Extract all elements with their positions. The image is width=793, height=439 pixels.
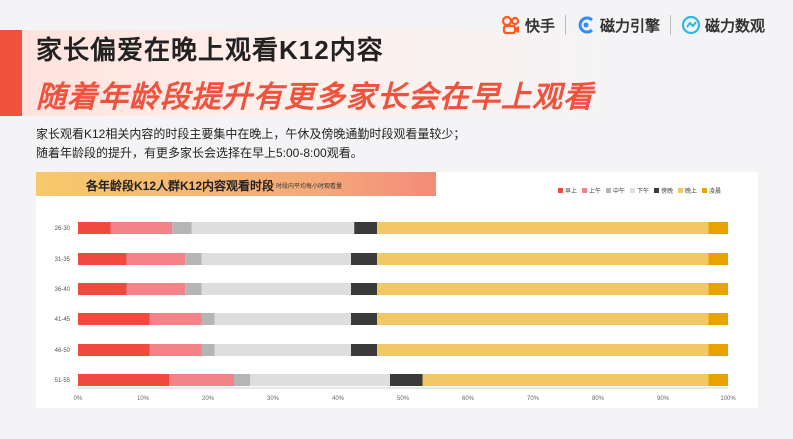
bar-segment [110, 222, 173, 234]
bar-segment [377, 253, 709, 265]
x-tick-label: 100% [720, 396, 736, 402]
cili-data-logo: 磁力数观 [681, 15, 765, 36]
x-tick-label: 90% [657, 396, 670, 402]
bar-segment [708, 374, 728, 386]
bar-segment [78, 283, 127, 295]
bar-segment [78, 313, 150, 325]
bar-segment [185, 283, 202, 295]
bar-segment [78, 253, 127, 265]
bar-segment [185, 253, 202, 265]
x-tick-label: 30% [267, 396, 280, 402]
kuaishou-icon [501, 15, 520, 35]
bar-segment [126, 253, 186, 265]
bar-segment [172, 222, 192, 234]
x-tick-label: 70% [527, 396, 540, 402]
legend-label: 晚上 [685, 187, 697, 195]
bar-segment [708, 253, 728, 265]
stacked-bar-chart: 0% 10% 20% 30% 40% 50% 60% 70% 80% 90% 100% 26-30 31… [55, 187, 737, 402]
y-category-label: 31-35 [55, 257, 71, 263]
bar-segment [351, 313, 377, 325]
legend-label: 下午 [637, 187, 649, 195]
bar-segment [377, 313, 709, 325]
logo-divider [669, 15, 671, 35]
bar-segment [201, 344, 215, 356]
x-tick-label: 0% [74, 396, 83, 402]
x-tick-label: 10% [137, 396, 150, 402]
bar-segment [422, 374, 709, 386]
title-accent-bar [0, 30, 22, 116]
bar-segment [201, 313, 215, 325]
bar-segment [351, 344, 377, 356]
title-background [0, 30, 620, 116]
legend-label: 傍晚 [661, 187, 673, 195]
bar-segment [149, 313, 202, 325]
page-subtitle: 随着年龄段提升有更多家长会在早上观看 [36, 81, 594, 114]
kuaishou-logo: 快手 [501, 15, 555, 36]
y-category-label: 36-40 [55, 287, 71, 293]
bar-segment [78, 344, 150, 356]
page-title: 家长偏爱在晚上观看K12内容 [36, 35, 384, 65]
bar-segment [377, 222, 709, 234]
description-line-2: 随着年龄段的提升，有更多家长会选择在早上5:00-8:00观看。 [36, 146, 363, 160]
description: 家长观看K12相关内容的时段主要集中在晚上，午休及傍晚通勤时段观看量较少； 随着… [36, 125, 465, 163]
bar-segment [191, 222, 355, 234]
cili-data-icon [681, 15, 701, 35]
x-tick-label: 20% [202, 396, 215, 402]
legend-swatch [702, 188, 707, 193]
brand-cili-engine: 磁力引擎 [599, 17, 660, 35]
bar-segment [377, 283, 709, 295]
chart-subtitle: 时段内平均每小时观看量 [276, 184, 343, 190]
x-tick-label: 50% [397, 396, 410, 402]
chart-card: 各年龄段K12人群K12内容观看时段 时段内平均每小时观看量 0% 10% 20% 3… [36, 172, 758, 408]
bar-segment [351, 283, 377, 295]
x-tick-label: 60% [462, 396, 475, 402]
bar-segment [351, 253, 377, 265]
bar-segment [708, 313, 728, 325]
bar-segment [169, 374, 234, 386]
legend-swatch [606, 188, 611, 193]
legend-label: 上午 [589, 187, 601, 195]
legend-swatch [630, 188, 635, 193]
bar-segment [78, 374, 169, 386]
legend-label: 中午 [613, 187, 625, 195]
y-category-label: 46-50 [55, 348, 71, 354]
bar-segment [126, 283, 186, 295]
legend-swatch [678, 188, 683, 193]
bar-segment [250, 374, 390, 386]
bar-segment [214, 344, 351, 356]
brand-cili-data: 磁力数观 [704, 17, 765, 35]
bar-segment [214, 313, 351, 325]
x-tick-label: 40% [332, 396, 345, 402]
brand-kuaishou: 快手 [524, 17, 555, 35]
bar-segment [354, 222, 377, 234]
bar-segment [201, 283, 351, 295]
bar-segment [149, 344, 202, 356]
bar-segment [708, 344, 728, 356]
y-category-label: 41-45 [55, 317, 71, 323]
legend-swatch [582, 188, 587, 193]
legend-label: 凌晨 [709, 187, 721, 195]
legend-label: 早上 [565, 187, 577, 195]
bar-segment [78, 222, 111, 234]
bar-segment [708, 283, 728, 295]
description-line-1: 家长观看K12相关内容的时段主要集中在晚上，午休及傍晚通勤时段观看量较少； [36, 127, 466, 141]
legend-swatch [558, 188, 563, 193]
y-category-label: 26-30 [55, 226, 71, 232]
brand-logos: 快手 磁力引擎 磁力数观 [501, 10, 765, 40]
y-category-label: 51-55 [55, 378, 71, 384]
cili-engine-logo: 磁力引擎 [576, 15, 660, 36]
bar-segment [201, 253, 351, 265]
chart-title: 各年龄段K12人群K12内容观看时段 [86, 179, 275, 193]
legend-swatch [654, 188, 659, 193]
x-tick-label: 80% [592, 396, 605, 402]
logo-divider [564, 15, 566, 35]
cili-engine-icon [578, 16, 594, 34]
bar-segment [390, 374, 423, 386]
chart-header [36, 172, 436, 196]
bar-segment [708, 222, 728, 234]
bar-segment [234, 374, 251, 386]
bar-segment [377, 344, 709, 356]
